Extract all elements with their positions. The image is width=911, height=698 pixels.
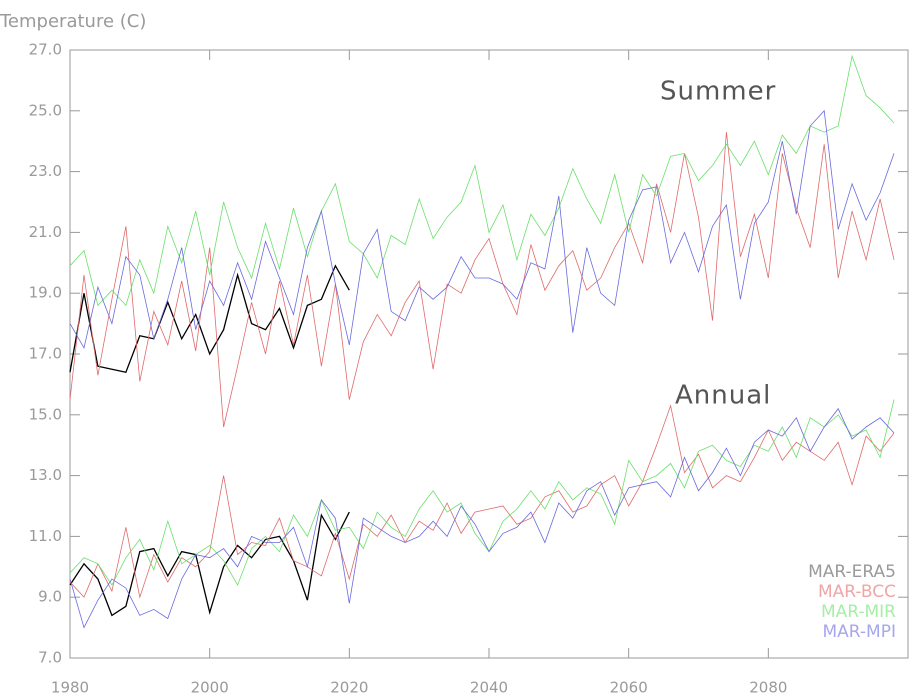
y-tick-label: 19.0 [29, 284, 62, 302]
series-line [69, 399, 895, 586]
series-line [69, 109, 895, 349]
legend-entry: MAR-MIR [821, 602, 896, 622]
series-line [69, 511, 350, 617]
x-tick-label: 2020 [330, 679, 368, 697]
legend-entry: MAR-ERA5 [808, 562, 896, 582]
series-line [69, 264, 350, 373]
x-tick-label: 1980 [51, 679, 89, 697]
y-tick-label: 25.0 [29, 101, 62, 119]
y-tick-label: 23.0 [29, 162, 62, 180]
y-tick-label: 13.0 [29, 466, 62, 484]
annual-label: Annual [675, 381, 771, 411]
x-tick-label: 2060 [610, 679, 648, 697]
y-tick-label: 21.0 [29, 223, 62, 241]
y-tick-label: 7.0 [38, 649, 62, 667]
legend-entry: MAR-BCC [818, 582, 896, 602]
x-tick-label: 2080 [749, 679, 787, 697]
x-tick-label: 2000 [191, 679, 229, 697]
series-line [69, 404, 895, 599]
x-tick-label: 2040 [470, 679, 508, 697]
y-tick-label: 9.0 [38, 588, 62, 606]
series-line [69, 54, 895, 307]
legend-entry: MAR-MPI [823, 622, 897, 642]
summer-label: Summer [660, 77, 776, 107]
y-tick-label: 17.0 [29, 345, 62, 363]
y-tick-label: 15.0 [29, 405, 62, 423]
y-tick-label: 11.0 [29, 527, 62, 545]
y-axis-label: Temperature (C) [0, 11, 146, 32]
series-line [69, 407, 895, 629]
y-tick-label: 27.0 [29, 41, 62, 59]
